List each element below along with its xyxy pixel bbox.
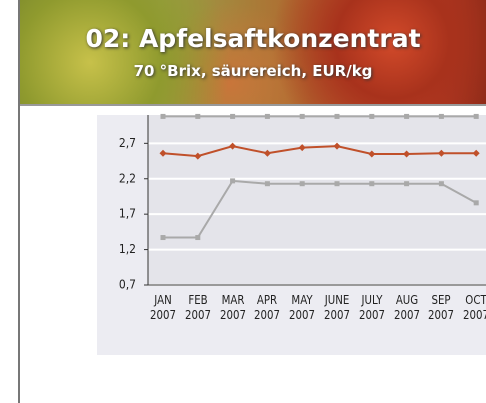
y-tick-label: 1,2	[119, 242, 136, 256]
x-tick-label: FEB 2007	[182, 293, 213, 323]
x-tick-label: AUG 2007	[391, 293, 422, 323]
point	[195, 114, 200, 119]
point	[369, 181, 374, 186]
point	[404, 114, 409, 119]
point	[474, 200, 479, 205]
x-tick-label: MAY 2007	[287, 293, 318, 323]
x-tick-label: OCT 2007	[461, 293, 486, 323]
x-tick-label: JUNE 2007	[322, 293, 353, 323]
plot-area	[148, 115, 486, 285]
point	[300, 181, 305, 186]
point	[265, 114, 270, 119]
page: 02: Apfelsaftkonzentrat 70 °Brix, säurer…	[0, 0, 486, 403]
point	[335, 181, 340, 186]
x-tick-label: JULY 2007	[356, 293, 387, 323]
point	[161, 235, 166, 240]
x-tick-label: JAN 2007	[148, 293, 179, 323]
point	[195, 235, 200, 240]
x-tick-label: SEP 2007	[426, 293, 457, 323]
y-tick-label: 2,2	[119, 171, 136, 185]
y-tick-label: 0,7	[119, 278, 136, 292]
point	[335, 114, 340, 119]
point	[300, 114, 305, 119]
point	[230, 114, 235, 119]
point	[230, 178, 235, 183]
x-tick-label: MAR 2007	[217, 293, 248, 323]
point	[265, 181, 270, 186]
point	[161, 114, 166, 119]
point	[439, 114, 444, 119]
y-tick-label: 2,7	[119, 136, 136, 150]
point	[369, 114, 374, 119]
chart: 0,7 1,2 1,7 2,2 2,7	[0, 0, 486, 403]
point	[404, 181, 409, 186]
x-tick-label: APR 2007	[252, 293, 283, 323]
point	[474, 114, 479, 119]
y-tick-label: 1,7	[119, 207, 136, 221]
point	[439, 181, 444, 186]
